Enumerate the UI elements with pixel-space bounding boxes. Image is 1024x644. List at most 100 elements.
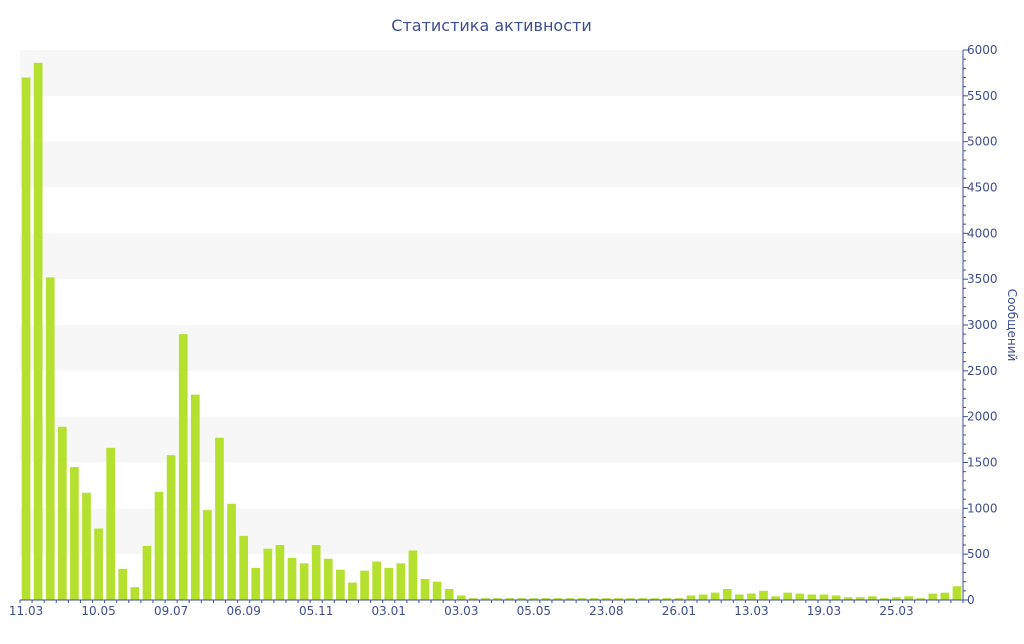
- bar: [396, 563, 406, 600]
- bar: [142, 545, 152, 600]
- chart-title: Статистика активности: [391, 16, 591, 35]
- bar: [710, 592, 720, 600]
- bar: [408, 550, 418, 600]
- bar: [904, 596, 913, 600]
- y-tick-label: 5000: [967, 135, 998, 149]
- y-tick-label: 0: [967, 593, 975, 607]
- bar: [118, 568, 128, 600]
- bar: [940, 592, 950, 600]
- y-tick-label: 1500: [967, 456, 998, 470]
- bars-group: [21, 62, 962, 601]
- x-tick-label: 03.03: [444, 604, 478, 618]
- y-tick-label: 3000: [967, 318, 998, 332]
- bar: [227, 503, 236, 600]
- y-tick-label: 1000: [967, 501, 998, 515]
- grid-band: [20, 233, 963, 280]
- bar: [565, 598, 575, 600]
- bar: [215, 437, 224, 600]
- bar: [94, 528, 103, 600]
- bar: [831, 595, 841, 600]
- grid-band: [20, 325, 963, 371]
- x-tick-label: 03.01: [372, 604, 406, 618]
- bar: [82, 492, 91, 600]
- bar: [880, 598, 889, 600]
- bar: [855, 597, 865, 600]
- x-tick-label: 11.03: [9, 604, 43, 618]
- x-tick-label: 23.08: [589, 604, 623, 618]
- bar: [45, 277, 55, 600]
- bar: [505, 598, 514, 600]
- bar: [481, 598, 490, 600]
- bar: [517, 598, 527, 600]
- x-tick-label: 05.11: [299, 604, 333, 618]
- bar: [154, 491, 164, 600]
- bar: [529, 598, 539, 600]
- x-tick-label: 19.03: [807, 604, 841, 618]
- bar: [106, 447, 116, 600]
- grid-band: [20, 416, 963, 463]
- bar: [263, 548, 273, 600]
- bar: [33, 62, 43, 601]
- bar: [807, 594, 817, 600]
- bar: [57, 426, 67, 600]
- bar: [674, 598, 684, 600]
- x-tick-label: 09.07: [154, 604, 188, 618]
- bar: [771, 596, 780, 600]
- bar: [275, 545, 285, 600]
- bar: [166, 455, 176, 600]
- y-tick-label: 4500: [967, 181, 998, 195]
- y-tick-label: 2000: [967, 410, 998, 424]
- x-tick-label: 25.03: [879, 604, 913, 618]
- bar: [589, 598, 599, 600]
- bar: [420, 578, 430, 600]
- grid-bands: [20, 50, 963, 555]
- y-tick-label: 6000: [967, 43, 998, 57]
- bar: [384, 567, 394, 600]
- bar: [287, 557, 297, 600]
- bar: [21, 77, 31, 600]
- bar: [843, 597, 853, 600]
- y-tick-label: 500: [967, 547, 990, 561]
- bar: [203, 510, 212, 600]
- bar: [348, 582, 357, 600]
- bar: [722, 589, 732, 600]
- bar: [299, 563, 309, 600]
- bar: [178, 334, 188, 600]
- bar: [819, 594, 829, 600]
- bar: [239, 535, 249, 600]
- bar: [432, 581, 442, 600]
- x-tick-label: 06.09: [226, 604, 260, 618]
- x-ticks-group: 11.03 10.05 09.07 06.09 05.11 03.01 03.03 05.05…: [9, 600, 964, 618]
- bar: [952, 586, 962, 600]
- bar: [783, 592, 793, 600]
- bar: [336, 569, 345, 600]
- bar: [626, 598, 635, 600]
- bar: [577, 598, 587, 600]
- bar: [759, 590, 768, 600]
- y-tick-label: 2500: [967, 364, 998, 378]
- bar: [602, 598, 611, 600]
- bar: [469, 598, 478, 600]
- bar: [916, 598, 926, 600]
- bar: [553, 598, 563, 600]
- grid-band: [20, 508, 963, 555]
- bar: [734, 594, 744, 600]
- bar: [928, 593, 938, 600]
- y-ticks-group: 0 500 1000 1500 2000 2500 3000 3500 4000 4500 5000…: [963, 43, 998, 607]
- bar: [190, 394, 200, 600]
- x-tick-label: 05.05: [517, 604, 551, 618]
- bar: [698, 594, 708, 600]
- bar: [456, 595, 466, 600]
- bar: [251, 567, 261, 600]
- bar: [795, 593, 805, 600]
- bar: [372, 561, 381, 600]
- y-tick-label: 5500: [967, 89, 998, 103]
- x-tick-label: 13.03: [734, 604, 768, 618]
- bar: [747, 593, 756, 600]
- bar: [867, 596, 877, 600]
- y-axis-title: Сообщений: [1005, 289, 1019, 362]
- x-tick-label: 26.01: [662, 604, 696, 618]
- bar: [444, 589, 454, 600]
- bar: [650, 598, 660, 600]
